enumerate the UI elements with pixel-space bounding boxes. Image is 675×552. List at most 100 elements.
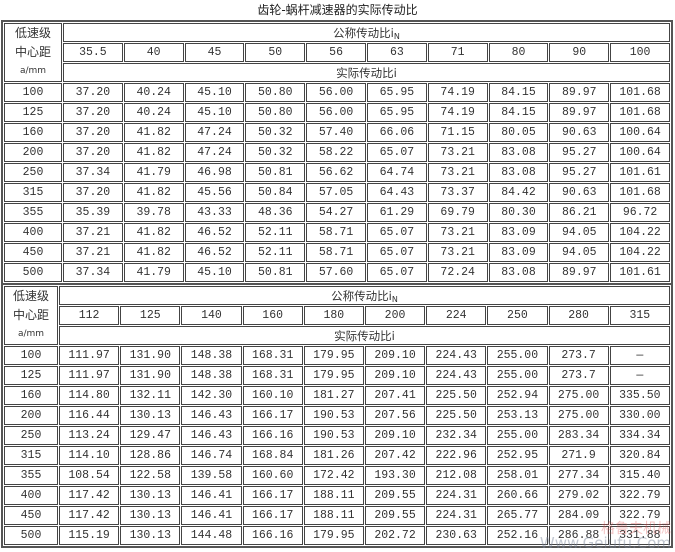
actual-ratio: 94.05 <box>549 243 610 262</box>
actual-ratio: 90.63 <box>549 183 610 202</box>
actual-ratio: 315.40 <box>609 466 670 485</box>
ratio-table-1: 低速级 中心距 a/mm 公称传动比iN 35.5 40 45 50 56 63 71 80 90 100… <box>1 20 673 285</box>
actual-ratio: 271.9 <box>548 446 609 465</box>
actual-ratio: 89.97 <box>549 103 610 122</box>
actual-ratio: 73.21 <box>427 143 488 162</box>
nominal-value: 160 <box>242 306 303 325</box>
actual-ratio: 284.09 <box>548 506 609 525</box>
actual-ratio: 56.00 <box>306 83 366 102</box>
actual-ratio: 95.27 <box>549 163 610 182</box>
actual-ratio: 252.94 <box>487 386 548 405</box>
actual-ratio: 54.27 <box>306 203 366 222</box>
center-distance: 125 <box>4 103 62 122</box>
actual-ratio: 209.10 <box>364 426 426 445</box>
actual-ratio: 84.15 <box>488 83 549 102</box>
actual-ratio: 50.32 <box>245 123 306 142</box>
nominal-label: 公称传动比i <box>333 25 394 40</box>
table-row: 125 37.20 40.24 45.10 50.80 56.00 65.95 74.19 84… <box>4 103 670 122</box>
table-row: 125 111.97 131.90 148.38 168.31 179.95 209.10 2… <box>4 366 670 385</box>
actual-ratio: 104.22 <box>610 243 670 262</box>
corner-line: 中心距 <box>14 45 51 59</box>
actual-ratio: 111.97 <box>59 346 120 365</box>
actual-ratio: 52.11 <box>245 223 306 242</box>
actual-ratio: 58.71 <box>306 223 366 242</box>
nominal-label: 公称传动比i <box>331 288 392 303</box>
nominal-value: 224 <box>426 306 487 325</box>
actual-ratio: 275.00 <box>548 386 609 405</box>
watermark-url: Www.Geiufu.Com <box>539 534 671 552</box>
actual-ratio: 41.82 <box>123 143 184 162</box>
actual-ratio: 64.43 <box>366 183 427 202</box>
actual-ratio: 86.21 <box>549 203 610 222</box>
actual-header-row: 实际传动比i <box>4 63 670 82</box>
actual-ratio: 65.95 <box>366 83 427 102</box>
actual-ratio: 166.17 <box>242 506 303 525</box>
actual-ratio: 89.97 <box>549 263 610 282</box>
actual-ratio: 230.63 <box>426 526 487 545</box>
table-row: 100 111.97 131.90 148.38 168.31 179.95 209.10 2… <box>4 346 670 365</box>
actual-ratio: 128.86 <box>120 446 181 465</box>
actual-ratio: 37.21 <box>63 223 123 242</box>
actual-ratio: 74.19 <box>427 83 488 102</box>
center-distance: 200 <box>4 406 58 425</box>
actual-ratio: 209.10 <box>364 366 426 385</box>
corner-header: 低速级 中心距 a/mm <box>4 286 58 345</box>
actual-ratio: 37.20 <box>63 103 123 122</box>
actual-ratio: 41.82 <box>123 183 184 202</box>
actual-ratio: 50.32 <box>245 143 306 162</box>
nominal-value: 90 <box>549 43 610 62</box>
actual-ratio: 114.80 <box>59 386 120 405</box>
actual-ratio: 142.30 <box>181 386 242 405</box>
actual-ratio: 160.10 <box>242 386 303 405</box>
nominal-value: 125 <box>120 306 181 325</box>
actual-ratio: 48.36 <box>245 203 306 222</box>
actual-ratio: 50.84 <box>245 183 306 202</box>
center-distance: 500 <box>4 263 62 282</box>
actual-ratio: 90.63 <box>549 123 610 142</box>
actual-ratio: 46.52 <box>184 223 245 242</box>
actual-ratio: 188.11 <box>303 506 364 525</box>
actual-ratio: 50.81 <box>245 263 306 282</box>
actual-ratio: 52.11 <box>245 243 306 262</box>
table-title: 齿轮-蜗杆减速器的实际传动比 <box>257 3 418 17</box>
actual-ratio: 117.42 <box>59 486 120 505</box>
table-row: 160 114.80 132.11 142.30 160.10 181.27 207.41 2… <box>4 386 670 405</box>
actual-ratio: 39.78 <box>123 203 184 222</box>
actual-ratio: 166.17 <box>242 486 303 505</box>
actual-ratio: 322.79 <box>609 506 670 525</box>
actual-ratio: 37.34 <box>63 263 123 282</box>
center-distance: 400 <box>4 223 62 242</box>
nominal-subscript: N <box>391 294 398 304</box>
actual-ratio: 65.95 <box>366 103 427 122</box>
actual-ratio: 212.08 <box>426 466 487 485</box>
actual-ratio: 114.10 <box>59 446 120 465</box>
center-distance: 250 <box>4 163 62 182</box>
actual-ratio: 116.44 <box>59 406 120 425</box>
actual-ratio: 113.24 <box>59 426 120 445</box>
corner-header: 低速级 中心距 a/mm <box>4 23 62 82</box>
actual-ratio: 207.42 <box>364 446 426 465</box>
actual-ratio: 146.41 <box>181 506 242 525</box>
actual-ratio: 209.10 <box>364 346 426 365</box>
actual-ratio: 37.20 <box>63 183 123 202</box>
actual-ratio: 330.00 <box>609 406 670 425</box>
table-row: 450 117.42 130.13 146.41 166.17 188.11 209.55 2… <box>4 506 670 525</box>
actual-ratio: 43.33 <box>184 203 245 222</box>
actual-ratio: 179.95 <box>303 526 364 545</box>
center-distance: 315 <box>4 446 58 465</box>
actual-ratio: 57.40 <box>306 123 366 142</box>
actual-ratio: 64.74 <box>366 163 427 182</box>
nominal-value: 315 <box>609 306 670 325</box>
actual-ratio: 193.30 <box>364 466 426 485</box>
nominal-value: 45 <box>184 43 245 62</box>
actual-ratio: 224.43 <box>426 346 487 365</box>
actual-ratio: 108.54 <box>59 466 120 485</box>
actual-ratio: 139.58 <box>181 466 242 485</box>
nominal-subscript: N <box>393 31 400 41</box>
actual-ratio: 41.82 <box>123 123 184 142</box>
actual-ratio: 188.11 <box>303 486 364 505</box>
actual-ratio: 255.00 <box>487 366 548 385</box>
actual-ratio: 37.21 <box>63 243 123 262</box>
actual-ratio: 168.84 <box>242 446 303 465</box>
actual-ratio: 277.34 <box>548 466 609 485</box>
